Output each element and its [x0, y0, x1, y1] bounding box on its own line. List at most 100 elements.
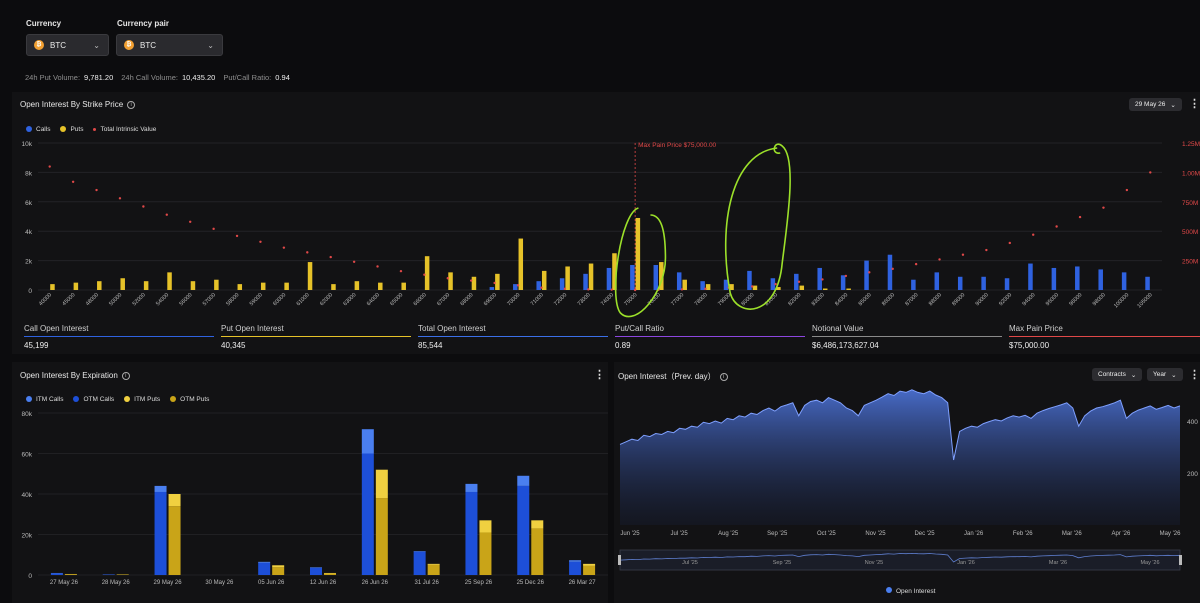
expiry-select[interactable]: 29 May 26 ⌄ — [1129, 98, 1182, 111]
intrinsic-point — [985, 248, 988, 252]
legend-label: OTM Puts — [180, 396, 210, 403]
contracts-select[interactable]: Contracts ⌄ — [1092, 368, 1143, 381]
x-tick-label: 96000 — [1068, 292, 1083, 307]
info-icon[interactable]: i — [121, 371, 130, 380]
calls-bar — [794, 273, 799, 290]
legend-calls[interactable]: Calls — [26, 126, 50, 133]
stat-put-oi: Put Open Interest 40,345 — [221, 324, 411, 350]
x-tick-label: 30 May 26 — [205, 580, 234, 586]
expiry-legend: ITM Calls OTM Calls ITM Puts OTM Puts — [26, 396, 209, 403]
x-tick-label: Jan '26 — [964, 531, 984, 537]
puts-bar — [354, 281, 360, 290]
puts-bar — [799, 285, 805, 290]
x-tick-label: 66000 — [413, 292, 428, 307]
itm-puts-bar — [272, 565, 285, 568]
legend-intrinsic-label: Total Intrinsic Value — [100, 126, 157, 133]
itm-calls-bar — [465, 483, 478, 492]
puts-bar — [190, 281, 196, 290]
calls-bar — [723, 279, 729, 290]
intrinsic-point — [751, 285, 754, 288]
x-tick-label: 12 Jun 26 — [310, 580, 337, 586]
info-icon[interactable]: i — [719, 372, 728, 381]
x-tick-label: 98000 — [1092, 292, 1107, 307]
legend-otm-calls[interactable]: OTM Calls — [73, 396, 114, 403]
calls-bar — [700, 281, 705, 290]
x-tick-label: Aug '25 — [718, 531, 739, 537]
intrinsic-point — [633, 288, 637, 292]
itm-calls-bar — [569, 560, 582, 562]
legend-calls-label: Calls — [36, 126, 51, 133]
chevron-down-icon: ⌄ — [207, 40, 214, 50]
x-tick-label: 59000 — [249, 292, 264, 307]
info-icon[interactable]: i — [127, 100, 136, 109]
calls-bar — [747, 270, 752, 290]
x-tick-label: 31 Jul 26 — [414, 580, 439, 586]
puts-bar — [120, 278, 125, 290]
x-tick-label: 25 Sep 26 — [465, 580, 493, 586]
legend-dot — [886, 587, 892, 593]
legend-label: ITM Puts — [134, 396, 161, 403]
otm-puts-bar — [324, 573, 336, 575]
x-tick-label: 45000 — [61, 292, 76, 307]
stat-value: $75,000.00 — [1009, 341, 1050, 350]
currency-pair-value: BTC — [140, 40, 156, 50]
intrinsic-point — [587, 288, 590, 291]
intrinsic-point — [821, 278, 824, 281]
x-tick-label: 26 Jun 26 — [362, 580, 389, 586]
y-tick-label: 40k — [22, 492, 33, 499]
intrinsic-point — [1102, 206, 1105, 209]
intrinsic-point — [446, 277, 449, 280]
otm-puts-bar — [479, 532, 492, 575]
otm-calls-bar — [310, 567, 322, 575]
navigator-handle-left — [618, 555, 621, 565]
legend-itm-calls[interactable]: ITM Calls — [26, 396, 63, 403]
prev-day-chart: 400 200 Jun '25 Jul '25 Aug '25 Sep '25 Oct '2… — [618, 389, 1198, 595]
x-tick-label: 83000 — [811, 292, 826, 307]
legend-itm-puts[interactable]: ITM Puts — [124, 396, 160, 403]
legend-puts[interactable]: Puts — [60, 126, 83, 133]
more-menu-icon[interactable]: ⋮ — [1189, 98, 1200, 110]
currency-select[interactable]: ₿ BTC ⌄ — [26, 34, 109, 56]
legend-intrinsic[interactable]: Total Intrinsic Value — [93, 126, 156, 133]
intrinsic-point — [1078, 215, 1082, 219]
otm-calls-bar — [465, 491, 478, 575]
calls-bar — [957, 276, 963, 290]
put-volume-label: 24h Put Volume: — [25, 73, 81, 82]
intrinsic-point — [1008, 241, 1011, 245]
x-tick-label: 67000 — [436, 292, 451, 307]
puts-bar — [284, 282, 289, 290]
stat-underline — [24, 336, 214, 337]
more-menu-icon[interactable]: ⋮ — [594, 369, 605, 381]
intrinsic-point — [423, 273, 426, 276]
x-tick-label: 73000 — [577, 292, 592, 307]
open-interest-area — [620, 389, 1180, 525]
strike-panel-title: Open Interest By Strike Price i — [20, 100, 136, 109]
period-select[interactable]: Year ⌄ — [1147, 368, 1183, 381]
y-tick-label: 4k — [25, 229, 33, 236]
more-menu-icon[interactable]: ⋮ — [1189, 369, 1200, 381]
stat-title: Total Open Interest — [418, 324, 486, 333]
x-tick-label: Nov '25 — [865, 531, 886, 537]
currency-label: Currency — [26, 19, 62, 28]
stat-underline — [1009, 336, 1200, 337]
x-tick-label: 61000 — [296, 292, 311, 307]
calls-bar — [887, 254, 893, 290]
strike-chart: 10k 8k 6k 4k 2k 0 1.25M 1.00M 750M 500M 250M 40000 4… — [22, 141, 1200, 318]
legend-otm-puts[interactable]: OTM Puts — [170, 396, 209, 403]
x-tick-label: 86000 — [881, 292, 896, 307]
otm-calls-bar — [361, 453, 374, 575]
legend-label: Open Interest — [896, 588, 936, 595]
currency-pair-select[interactable]: ₿ BTC ⌄ — [116, 34, 223, 56]
x-tick-label: 52000 — [132, 292, 147, 307]
y2-tick-label: 250M — [1182, 259, 1198, 266]
calls-bar — [934, 272, 940, 290]
intrinsic-point — [961, 253, 965, 256]
puts-dot-icon — [60, 126, 67, 133]
x-tick-label: 87000 — [904, 292, 919, 307]
navigator-tick-label: Mar '26 — [1049, 560, 1067, 566]
x-tick-label: 90000 — [975, 292, 990, 307]
intrinsic-point — [212, 227, 215, 231]
calls-bar — [583, 273, 588, 290]
stat-underline — [812, 336, 1002, 337]
otm-puts-bar — [375, 498, 388, 575]
